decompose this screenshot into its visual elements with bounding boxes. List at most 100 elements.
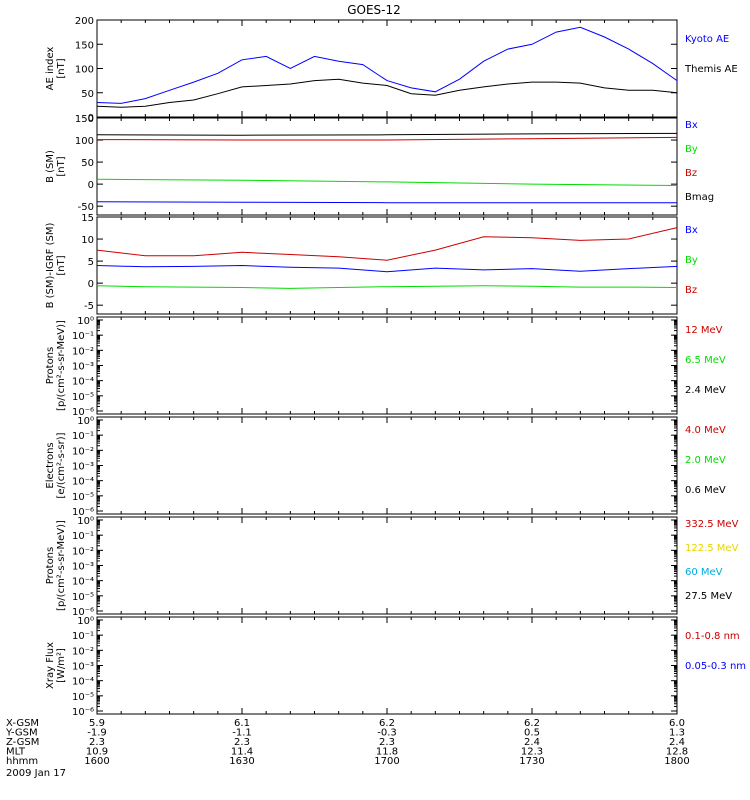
x-axis-value: -1.9 [87, 728, 107, 739]
x-axis-value: 6.0 [669, 718, 685, 729]
legend-entry: By [685, 144, 698, 155]
y-tick-label: 50 [81, 89, 94, 100]
legend-entry: Bz [685, 168, 697, 179]
y-axis-label: Protons [45, 547, 56, 584]
x-axis-row-label: MLT [6, 747, 26, 758]
series-line-bz [96, 227, 678, 261]
y-tick-label: 10⁻³ [72, 562, 94, 573]
y-tick-label: 10⁻¹ [72, 631, 94, 642]
panel-3: -5 0 5 10 15 B (SM)-IGRF (SM) [nT] Bx By Bz [45, 213, 698, 315]
y-axis-label: B (SM)-IGRF (SM) [45, 223, 56, 309]
y-tick-label: -5 [84, 301, 94, 312]
y-tick-label: 10⁻⁵ [72, 392, 94, 403]
x-axis-value: 1600 [84, 756, 109, 767]
panel-frame [96, 117, 678, 216]
x-axis-row-label: Y-GSM [5, 728, 38, 739]
y-tick-label: 10⁻⁴ [72, 677, 94, 688]
legend-entry: 2.0 MeV [685, 455, 726, 466]
legend-entry: 332.5 MeV [685, 519, 739, 530]
y-tick-label: 100 [75, 136, 94, 147]
panel-2: -50 0 50 100 150 B (SM) [nT] Bx By Bz Bmag [45, 114, 714, 216]
x-axis-value: 2.4 [669, 737, 685, 748]
legend-entry: 0.6 MeV [685, 485, 726, 496]
panel-frame [96, 516, 678, 615]
x-axis-value: 5.9 [89, 718, 105, 729]
legend-entry: 0.05-0.3 nm [685, 661, 746, 672]
y-tick-label: 10⁻³ [72, 462, 94, 473]
x-axis-date: 2009 Jan 17 [6, 768, 66, 779]
y-tick-label: 10⁰ [77, 516, 94, 527]
x-axis-value: 6.1 [234, 718, 250, 729]
plot-title: GOES-12 [347, 3, 401, 17]
x-axis-value: 2.3 [379, 737, 395, 748]
x-axis-value: 1800 [664, 756, 689, 767]
x-axis-value: 11.4 [231, 747, 253, 758]
series-line-themis-ae [96, 78, 678, 108]
y-tick-label: 50 [81, 158, 94, 169]
y-axis-unit: [p/(cm²-s-sr-MeV)] [56, 320, 67, 411]
legend-entry: By [685, 255, 698, 266]
y-axis-label: Electrons [45, 442, 56, 488]
x-axis-value: 2.4 [524, 737, 540, 748]
legend-entry: 6.5 MeV [685, 355, 726, 366]
panel-frame [96, 616, 678, 715]
legend-entry: Kyoto AE [685, 34, 729, 45]
x-axis-value: 1730 [519, 756, 544, 767]
y-axis-unit: [W/m²] [56, 648, 67, 683]
legend-entry: Bx [685, 120, 698, 131]
series-line-by [96, 178, 678, 186]
y-tick-label: 10⁻⁵ [72, 492, 94, 503]
x-axis-value: 11.8 [376, 747, 398, 758]
y-axis-unit: [p/(cm²-s-sr-MeV)] [56, 520, 67, 611]
y-tick-label: 0 [88, 279, 94, 290]
x-axis-value: 2.3 [234, 737, 250, 748]
y-tick-label: 10⁻⁶ [72, 407, 94, 418]
y-tick-label: 10⁻⁴ [72, 577, 94, 588]
legend-entry: Bz [685, 285, 697, 296]
y-tick-label: 10⁻¹ [72, 431, 94, 442]
legend-entry: Themis AE [684, 64, 738, 75]
y-axis-unit: [nT] [56, 255, 67, 275]
x-axis-value: 0.5 [524, 728, 540, 739]
legend-entry: Bmag [685, 192, 714, 203]
y-tick-label: 10⁻³ [72, 662, 94, 673]
y-tick-label: 10⁻⁶ [72, 707, 94, 718]
y-axis-unit: [nT] [56, 156, 67, 176]
y-tick-label: 150 [75, 40, 94, 51]
x-axis-value: -1.1 [232, 728, 252, 739]
y-tick-label: 10⁻² [72, 446, 94, 457]
x-axis-row-label: Z-GSM [6, 737, 39, 748]
y-axis-unit: [nT] [56, 58, 67, 78]
panel-1: 0 50 100 150 200 AE index [nT] Kyoto AE Themis A… [45, 16, 738, 124]
series-line-bz [96, 136, 678, 141]
y-tick-label: 10⁻¹ [72, 331, 94, 342]
y-tick-label: 10⁰ [77, 416, 94, 427]
y-tick-label: 150 [75, 114, 94, 125]
y-tick-label: -50 [78, 202, 94, 213]
y-axis-label: B (SM) [45, 150, 56, 183]
y-tick-label: 10⁻⁵ [72, 692, 94, 703]
x-axis-value: -0.3 [377, 728, 397, 739]
y-axis-label: Protons [45, 347, 56, 384]
series-line-by [96, 285, 678, 289]
y-axis-label: AE index [45, 47, 56, 91]
panel-frame [96, 216, 678, 315]
x-axis-value: 2.3 [89, 737, 105, 748]
legend-entry: 122.5 MeV [685, 543, 739, 554]
legend-entry: 60 MeV [685, 567, 723, 578]
panel-7: 10⁰ 10⁻¹ 10⁻² 10⁻³ 10⁻⁴ 10⁻⁵ 10⁻⁶ Xray Flux [W/m… [45, 616, 746, 718]
y-tick-label: 10⁻⁶ [72, 607, 94, 618]
x-axis-value: 6.2 [524, 718, 540, 729]
y-tick-label: 10⁻² [72, 546, 94, 557]
x-axis-value: 1630 [229, 756, 254, 767]
legend-entry: 0.1-0.8 nm [685, 631, 740, 642]
y-axis-label: Xray Flux [45, 642, 56, 689]
legend-entry: Bx [685, 225, 698, 236]
panel-frame [96, 19, 678, 118]
legend-entry: 27.5 MeV [685, 591, 732, 602]
y-tick-label: 5 [88, 257, 94, 268]
panel-6: 10⁰ 10⁻¹ 10⁻² 10⁻³ 10⁻⁴ 10⁻⁵ 10⁻⁶ Protons [p/(cm… [45, 516, 739, 618]
y-tick-label: 10⁰ [77, 616, 94, 627]
series-line-kyoto-ae [96, 26, 678, 104]
y-axis-unit: [e/(cm²-s-sr)] [56, 432, 67, 498]
